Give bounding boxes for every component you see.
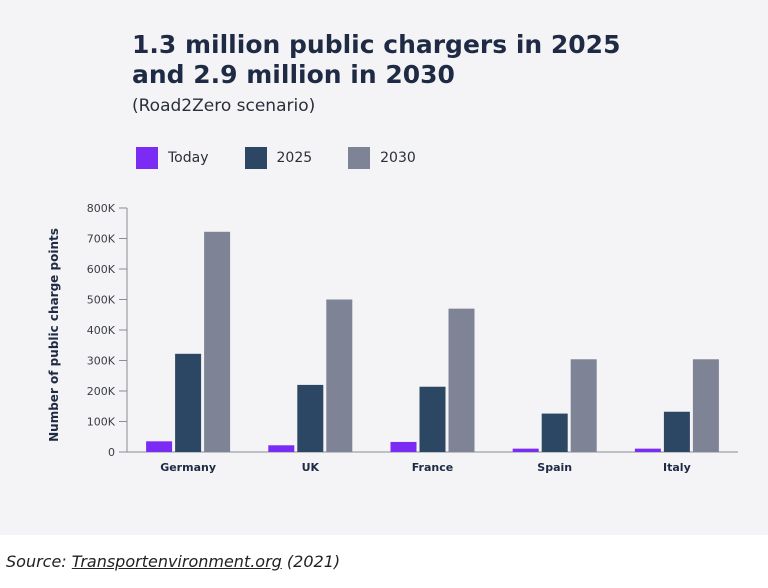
y-tick-label: 300K — [87, 355, 116, 368]
bar-spain-2025 — [541, 413, 568, 452]
bar-germany-2025 — [175, 353, 202, 452]
bar-france-2030 — [448, 308, 475, 452]
legend: Today 2025 2030 — [136, 147, 452, 169]
y-tick-label: 400K — [87, 324, 116, 337]
y-tick-label: 700K — [87, 233, 116, 246]
y-tick-label: 600K — [87, 263, 116, 276]
x-tick-label: Spain — [537, 461, 572, 474]
bar-spain-today — [512, 448, 539, 452]
title-line-1: 1.3 million public chargers in 2025 — [132, 30, 621, 59]
source-suffix: (2021) — [281, 552, 341, 571]
bar-uk-today — [268, 445, 295, 452]
legend-swatch-2025 — [244, 147, 267, 169]
y-tick-label: 200K — [87, 385, 116, 398]
legend-label-2030: 2030 — [380, 150, 416, 166]
chart-title: 1.3 million public chargers in 2025 and … — [132, 30, 732, 90]
source-link[interactable]: Transportenvironment.org — [71, 552, 282, 571]
y-tick-label: 800K — [87, 202, 116, 215]
y-tick-label: 100K — [87, 416, 116, 429]
legend-label-today: Today — [168, 150, 209, 166]
legend-item-today: Today — [136, 147, 209, 169]
source-prefix: Source: — [6, 552, 72, 571]
bar-france-2025 — [419, 386, 446, 452]
legend-label-2025: 2025 — [276, 150, 313, 166]
legend-swatch-2030 — [348, 147, 371, 169]
bar-italy-2025 — [663, 411, 690, 452]
legend-item-2030: 2030 — [348, 147, 416, 169]
legend-item-2025: 2025 — [244, 147, 313, 169]
bar-france-today — [390, 441, 417, 452]
x-tick-label: Germany — [160, 461, 216, 474]
bar-italy-2030 — [692, 359, 719, 452]
chart-panel — [0, 0, 768, 535]
bar-uk-2030 — [326, 299, 353, 452]
y-tick-label: 0 — [108, 446, 115, 459]
y-tick-label: 500K — [87, 294, 116, 307]
legend-swatch-today — [136, 147, 158, 169]
chart-subtitle: (Road2Zero scenario) — [132, 96, 316, 116]
x-tick-label: Italy — [663, 461, 691, 474]
bar-spain-2030 — [570, 359, 597, 452]
title-line-2: and 2.9 million in 2030 — [132, 60, 455, 89]
bar-germany-2030 — [204, 231, 231, 452]
x-tick-label: France — [412, 461, 453, 474]
source-note: Source: Transportenvironment.org (2021) — [6, 552, 340, 571]
bar-germany-today — [146, 441, 173, 452]
y-axis-title: Number of public charge points — [47, 228, 61, 442]
x-tick-label: UK — [302, 461, 320, 474]
bar-italy-today — [634, 448, 661, 452]
bar-chart: 0 100K 200K 300K 400K 500K 600K 700K 800K Number … — [47, 202, 738, 474]
bar-uk-2025 — [297, 384, 324, 452]
